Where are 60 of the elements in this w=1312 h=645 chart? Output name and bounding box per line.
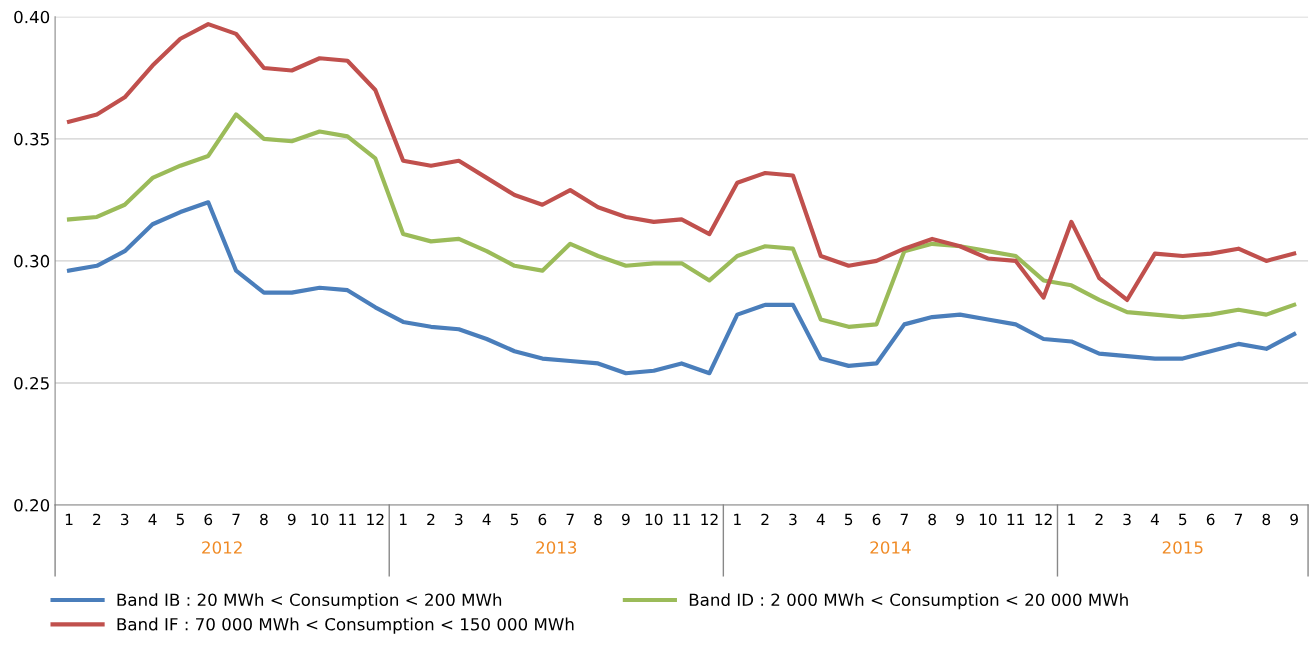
y-tick-label: 0.20: [14, 499, 50, 512]
x-tick-label: 4: [482, 513, 491, 525]
x-tick-label: 11: [673, 513, 690, 525]
legend-label: Band IF : 70 000 MWh < Consumption < 150 000 MWh: [117, 617, 574, 634]
x-tick-label: 4: [1150, 513, 1159, 525]
line-series: [66, 22, 1297, 303]
x-tick-label: 8: [928, 513, 936, 526]
x-tick-label: 4: [148, 513, 157, 525]
x-tick-label: 7: [900, 513, 908, 525]
x-tick-label: 6: [204, 513, 213, 526]
x-tick-label: 10: [979, 513, 997, 526]
x-tick-label: 2: [93, 513, 101, 525]
line-series: [66, 200, 1297, 376]
x-tick-label: 1: [65, 513, 73, 525]
text: 2013: [536, 541, 577, 554]
text: 2015: [1162, 541, 1203, 554]
x-tick-label: 1: [1068, 513, 1075, 525]
x-tick-label: 7: [1234, 513, 1243, 525]
x-tick-label: 3: [1123, 513, 1131, 526]
x-tick-label: 11: [339, 513, 356, 525]
y-tick-label: 0.40: [14, 10, 50, 24]
x-tick-label: 1: [399, 513, 407, 525]
y-tick-label: 0.25: [14, 376, 49, 390]
x-tick-label: 8: [260, 513, 268, 526]
x-tick-label: 9: [1290, 513, 1298, 526]
x-tick-label: 6: [872, 513, 881, 526]
x-tick-label: 3: [789, 513, 797, 526]
x-tick-label: 5: [1179, 513, 1187, 526]
x-tick-label: 12: [701, 513, 718, 525]
x-tick-label: 12: [1035, 513, 1052, 525]
x-tick-label: 8: [1262, 513, 1271, 526]
y-tick-label: 0.35: [14, 132, 49, 146]
legend-label: Band IB : 20 MWh < Consumption < 200 MWh: [117, 593, 502, 610]
x-tick-label: 9: [287, 513, 296, 526]
x-tick-label: 7: [232, 513, 240, 525]
x-tick-label: 6: [1206, 513, 1215, 526]
y-tick-label: 0.30: [14, 254, 50, 268]
text: 2012: [202, 541, 242, 554]
x-tick-label: 12: [367, 513, 384, 525]
x-tick-label: 10: [645, 513, 663, 526]
x-tick-label: 5: [176, 513, 184, 526]
line-series: [66, 112, 1297, 329]
x-tick-label: 2: [761, 513, 769, 525]
x-tick-label: 5: [844, 513, 853, 526]
x-tick-label: 7: [566, 513, 574, 525]
x-tick-label: 3: [455, 513, 463, 526]
x-tick-label: 1: [734, 513, 741, 525]
legend-label: Band ID : 2 000 MWh < Consumption < 20 000 MWh: [689, 593, 1128, 610]
x-tick-label: 2: [427, 513, 435, 525]
x-tick-label: 10: [311, 513, 329, 526]
x-tick-label: 9: [622, 513, 630, 526]
x-tick-label: 9: [956, 513, 964, 526]
text: 2014: [870, 541, 911, 554]
x-tick-label: 11: [1007, 513, 1025, 525]
x-tick-label: 5: [510, 513, 519, 526]
x-tick-label: 4: [816, 513, 825, 525]
x-tick-label: 2: [1095, 513, 1103, 525]
x-tick-label: 6: [538, 513, 547, 526]
x-tick-label: 3: [121, 513, 129, 526]
x-tick-label: 8: [594, 513, 602, 526]
